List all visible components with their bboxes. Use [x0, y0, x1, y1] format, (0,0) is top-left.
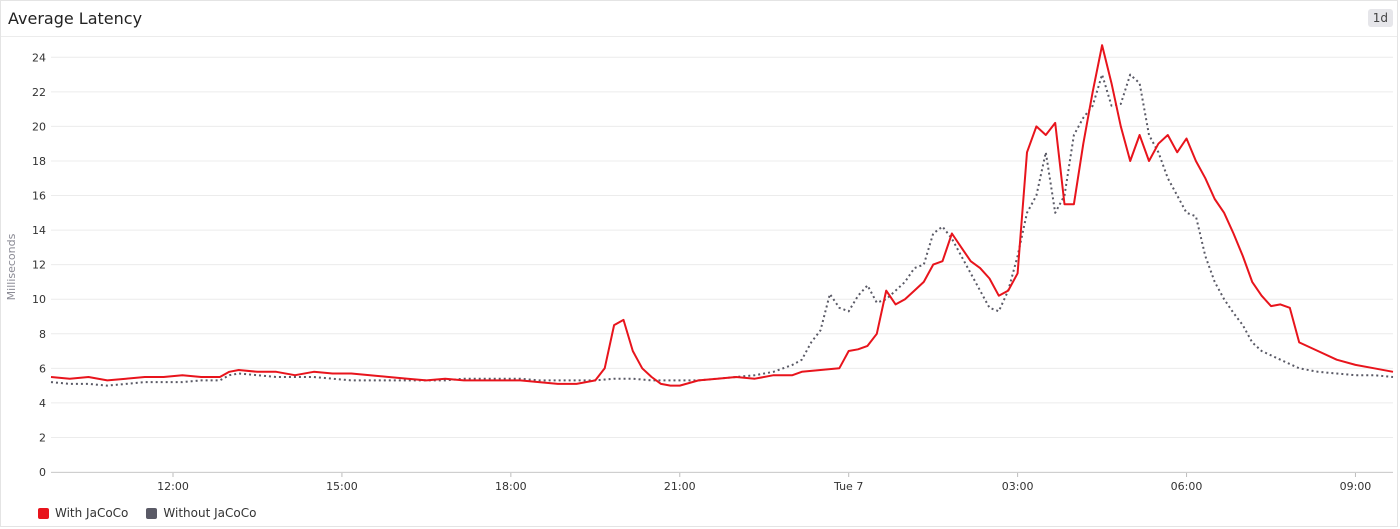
- y-tick-label: 10: [32, 293, 46, 306]
- legend-item-with-jacoco[interactable]: With JaCoCo: [38, 506, 128, 520]
- x-tick-label: 09:00: [1340, 480, 1372, 493]
- x-tick-label: 18:00: [495, 480, 527, 493]
- legend-item-without-jacoco[interactable]: Without JaCoCo: [146, 506, 256, 520]
- y-tick-label: 24: [32, 51, 46, 64]
- x-tick-label: 12:00: [157, 480, 189, 493]
- y-tick-label: 16: [32, 190, 46, 203]
- y-tick-label: 20: [32, 120, 46, 133]
- chart-legend: With JaCoCo Without JaCoCo: [38, 506, 256, 520]
- x-tick-label: 21:00: [664, 480, 696, 493]
- legend-swatch: [146, 507, 158, 519]
- legend-swatch: [38, 507, 49, 519]
- y-tick-label: 2: [39, 431, 46, 444]
- y-tick-label: 14: [32, 224, 46, 237]
- y-tick-label: 4: [39, 397, 46, 410]
- x-tick-label: 15:00: [326, 480, 358, 493]
- legend-label: Without JaCoCo: [163, 506, 257, 520]
- legend-label: With JaCoCo: [55, 506, 129, 520]
- x-tick-label: 06:00: [1171, 480, 1203, 493]
- x-tick-label: Tue 7: [833, 480, 863, 493]
- y-tick-label: 8: [39, 328, 46, 341]
- time-range-badge[interactable]: 1d: [1367, 9, 1393, 27]
- header-divider: [1, 36, 1397, 37]
- y-tick-label: 12: [32, 259, 46, 272]
- x-tick-label: 03:00: [1002, 480, 1034, 493]
- series-line-with-jacoco[interactable]: [50, 44, 1394, 387]
- grid-lines: [51, 56, 1393, 473]
- y-tick-label: 6: [39, 362, 46, 375]
- y-tick-label: 22: [32, 86, 46, 99]
- series-layer: [50, 44, 1394, 387]
- panel-title: Average Latency: [8, 9, 143, 28]
- x-axis-ticks: 12:00 15:00 18:00 21:00 Tue 7 03:00 06:00 09:00: [157, 472, 1371, 493]
- y-tick-label: 0: [39, 466, 46, 479]
- y-axis-label: Milliseconds: [5, 233, 18, 300]
- y-tick-label: 18: [32, 155, 46, 168]
